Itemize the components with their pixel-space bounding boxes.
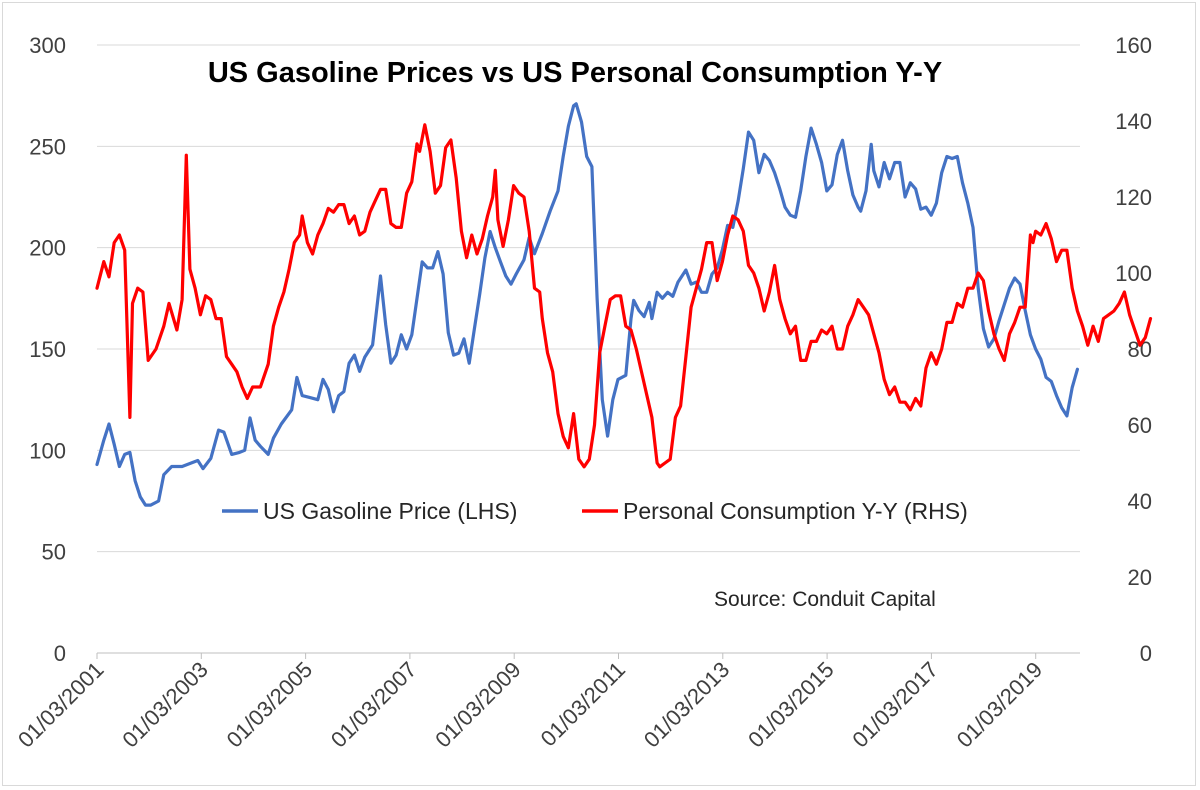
x-tick-label: 01/03/2017	[847, 657, 943, 753]
series-line-personal-consumption	[95, 123, 1153, 469]
x-tick-label: 01/03/2007	[326, 657, 422, 753]
y-right-tick-label: 40	[1128, 489, 1152, 514]
chart-title: US Gasoline Prices vs US Personal Consum…	[208, 57, 942, 89]
y-right-tick-label: 60	[1128, 413, 1152, 438]
y-axis-left: 0 50 100 150 200 250 300	[29, 33, 66, 666]
y-left-tick-label: 50	[42, 540, 66, 565]
y-left-tick-label: 250	[29, 134, 66, 159]
x-tick-label: 01/03/2019	[952, 657, 1048, 753]
y-left-tick-label: 150	[29, 337, 66, 362]
x-tick-label: 01/03/2013	[639, 657, 735, 753]
y-right-tick-label: 20	[1128, 565, 1152, 590]
x-tick-label: 01/03/2015	[743, 657, 839, 753]
y-right-tick-label: 100	[1115, 261, 1152, 286]
y-left-tick-label: 100	[29, 438, 66, 463]
source-note: Source: Conduit Capital	[714, 588, 936, 611]
series-layer	[95, 102, 1153, 507]
legend-label-gasoline: US Gasoline Price (LHS)	[263, 498, 517, 524]
legend: US Gasoline Price (LHS) Personal Consump…	[222, 498, 968, 524]
gridlines	[97, 44, 1080, 654]
series-line-gasoline-price	[95, 102, 1080, 507]
y-left-tick-label: 200	[29, 236, 66, 261]
x-tick-label: 01/03/2009	[430, 657, 526, 753]
x-tick-label: 01/03/2003	[117, 657, 213, 753]
x-axis: 01/03/2001 01/03/2003 01/03/2005 01/03/2007…	[13, 653, 1047, 752]
y-right-tick-label: 0	[1140, 641, 1152, 666]
y-left-tick-label: 0	[54, 641, 66, 666]
y-right-tick-label: 140	[1115, 109, 1152, 134]
y-left-tick-label: 300	[29, 33, 66, 58]
legend-label-consumption: Personal Consumption Y-Y (RHS)	[623, 498, 968, 524]
x-tick-label: 01/03/2011	[536, 657, 630, 751]
y-right-tick-label: 120	[1115, 185, 1152, 210]
x-tick-label: 01/03/2001	[13, 657, 109, 753]
y-right-tick-label: 160	[1115, 33, 1152, 58]
x-tick-label: 01/03/2005	[222, 657, 318, 753]
